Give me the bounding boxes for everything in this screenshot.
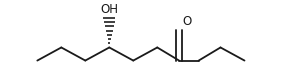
Text: OH: OH xyxy=(100,3,118,16)
Text: O: O xyxy=(183,15,192,28)
